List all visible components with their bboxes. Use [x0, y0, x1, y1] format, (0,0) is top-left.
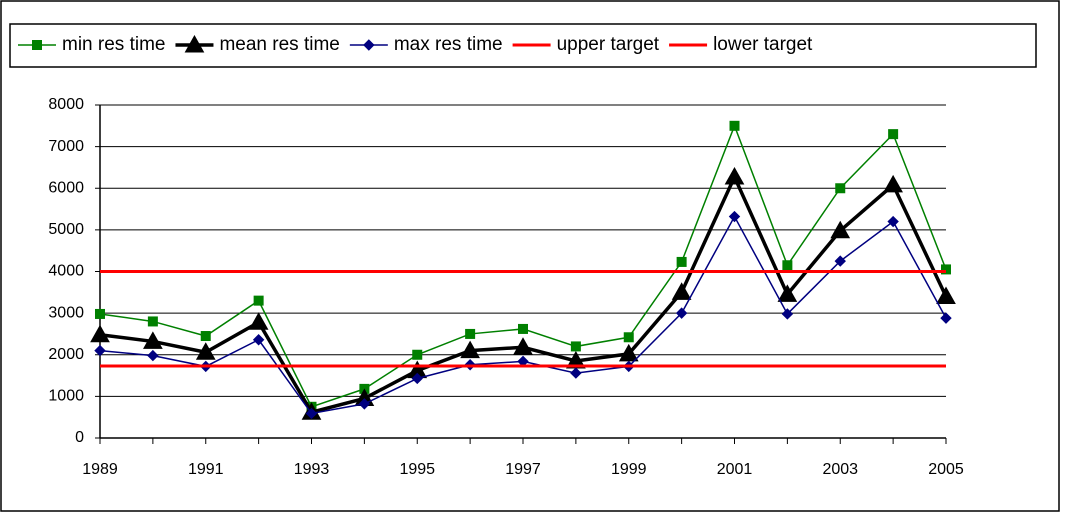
marker — [675, 307, 688, 319]
marker — [781, 308, 794, 320]
y-tick-label: 7000 — [48, 138, 84, 155]
marker — [184, 34, 205, 53]
legend-marker — [184, 34, 205, 53]
legend-marker — [363, 39, 375, 51]
marker — [570, 367, 582, 379]
marker — [570, 341, 581, 352]
y-tick-label: 1000 — [48, 388, 84, 405]
marker — [94, 344, 106, 357]
marker — [887, 215, 899, 228]
marker — [940, 312, 952, 324]
marker — [936, 286, 956, 304]
marker — [411, 372, 423, 385]
marker — [147, 349, 159, 362]
legend-label: max res time — [394, 34, 503, 55]
marker — [305, 407, 318, 420]
marker — [671, 282, 692, 300]
x-tick-label: 1989 — [82, 461, 118, 478]
marker — [253, 295, 264, 306]
marker — [90, 324, 110, 343]
marker — [834, 255, 846, 267]
marker — [729, 120, 740, 131]
x-tick-label: 2005 — [928, 461, 964, 478]
marker — [513, 337, 533, 355]
marker — [623, 332, 634, 343]
y-tick-label: 3000 — [48, 304, 84, 321]
marker — [32, 40, 42, 50]
marker — [95, 308, 105, 319]
y-tick-label: 4000 — [48, 263, 84, 280]
marker — [200, 331, 211, 342]
marker — [147, 316, 158, 327]
y-tick-label: 8000 — [48, 96, 84, 113]
y-tick-label: 5000 — [48, 221, 84, 238]
marker — [248, 312, 269, 330]
marker — [358, 398, 371, 410]
legend-label: lower target — [713, 34, 813, 55]
marker — [143, 331, 163, 349]
marker — [460, 340, 480, 359]
x-tick-label: 1997 — [505, 461, 541, 478]
x-tick-label: 1999 — [611, 461, 647, 478]
x-tick-label: 1993 — [294, 461, 330, 478]
marker — [782, 260, 793, 271]
x-tick-label: 1991 — [188, 461, 224, 478]
y-tick-label: 2000 — [48, 346, 84, 363]
x-tick-label: 2001 — [717, 461, 753, 478]
marker — [195, 342, 216, 360]
x-tick-label: 2003 — [822, 461, 858, 478]
legend-label: upper target — [557, 34, 660, 55]
marker — [883, 174, 903, 193]
y-tick-label: 0 — [75, 429, 84, 446]
marker — [835, 183, 846, 194]
marker — [830, 220, 851, 239]
legend-marker — [32, 40, 42, 50]
marker — [676, 256, 687, 267]
marker — [363, 39, 375, 51]
legend-label: min res time — [62, 34, 165, 55]
marker — [888, 129, 899, 140]
y-tick-label: 6000 — [48, 179, 84, 196]
marker — [412, 349, 423, 360]
marker — [777, 284, 798, 302]
marker — [518, 323, 528, 334]
marker — [728, 210, 741, 223]
x-tick-label: 1995 — [399, 461, 435, 478]
marker — [724, 166, 745, 185]
legend-label: mean res time — [219, 34, 339, 55]
marker — [465, 328, 476, 339]
marker — [941, 264, 951, 275]
marker — [252, 334, 265, 346]
